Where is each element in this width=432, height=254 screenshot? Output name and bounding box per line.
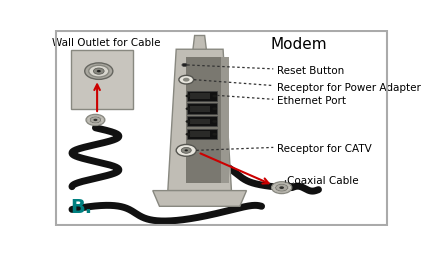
Circle shape bbox=[186, 95, 190, 98]
Circle shape bbox=[213, 108, 217, 111]
FancyBboxPatch shape bbox=[71, 51, 133, 110]
FancyBboxPatch shape bbox=[186, 58, 221, 183]
Circle shape bbox=[93, 69, 104, 75]
Polygon shape bbox=[153, 191, 247, 207]
FancyBboxPatch shape bbox=[190, 106, 210, 112]
Text: Receptor for CATV: Receptor for CATV bbox=[276, 144, 372, 154]
Text: Reset Button: Reset Button bbox=[276, 66, 344, 75]
Circle shape bbox=[182, 64, 187, 67]
FancyBboxPatch shape bbox=[187, 104, 217, 114]
Circle shape bbox=[90, 117, 101, 124]
Circle shape bbox=[86, 115, 105, 126]
Circle shape bbox=[176, 145, 196, 157]
FancyBboxPatch shape bbox=[221, 58, 229, 183]
Circle shape bbox=[186, 121, 190, 123]
Text: B.: B. bbox=[71, 197, 93, 216]
Circle shape bbox=[183, 78, 190, 82]
Circle shape bbox=[276, 184, 288, 192]
Circle shape bbox=[184, 150, 188, 152]
Circle shape bbox=[179, 76, 194, 85]
Circle shape bbox=[213, 95, 217, 98]
Polygon shape bbox=[193, 36, 206, 50]
Circle shape bbox=[186, 133, 190, 136]
Circle shape bbox=[272, 182, 292, 194]
Circle shape bbox=[97, 71, 101, 73]
Text: Wall Outlet for Cable: Wall Outlet for Cable bbox=[52, 38, 160, 48]
FancyBboxPatch shape bbox=[190, 94, 210, 100]
Polygon shape bbox=[168, 50, 232, 191]
Circle shape bbox=[89, 66, 109, 78]
FancyBboxPatch shape bbox=[190, 119, 210, 125]
FancyBboxPatch shape bbox=[187, 91, 217, 102]
Circle shape bbox=[280, 186, 284, 189]
Circle shape bbox=[93, 119, 98, 122]
FancyBboxPatch shape bbox=[187, 130, 217, 140]
Text: Coaxial Cable: Coaxial Cable bbox=[287, 175, 358, 185]
Text: Receptor for Power Adapter: Receptor for Power Adapter bbox=[276, 82, 420, 92]
Circle shape bbox=[85, 64, 113, 80]
Text: Ethernet Port: Ethernet Port bbox=[276, 96, 346, 106]
Circle shape bbox=[213, 133, 217, 136]
FancyBboxPatch shape bbox=[190, 132, 210, 138]
Circle shape bbox=[186, 108, 190, 111]
Circle shape bbox=[213, 121, 217, 123]
Text: Modem: Modem bbox=[270, 37, 327, 52]
FancyBboxPatch shape bbox=[187, 117, 217, 127]
Circle shape bbox=[181, 148, 191, 154]
